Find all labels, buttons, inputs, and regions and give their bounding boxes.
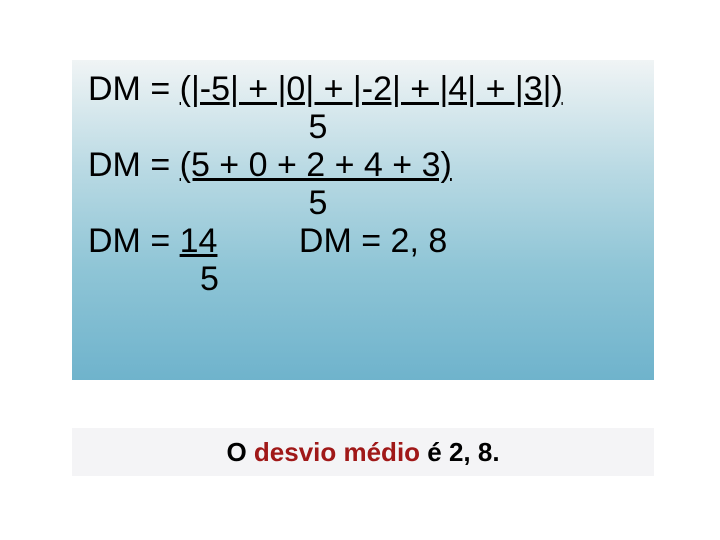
eq3-left-bottom: 5 [88, 260, 219, 298]
equation-line-3: DM = 14 5 DM = 2, 8 [88, 222, 638, 298]
equation-line-1-denominator: 5 [88, 108, 548, 146]
equation-line-2-numerator: DM = (5 + 0 + 2 + 4 + 3) [88, 146, 638, 184]
answer-prefix: O [226, 437, 253, 467]
answer-text: O desvio médio é 2, 8. [226, 437, 499, 468]
eq2-text: DM = (5 + 0 + 2 + 4 + 3) [88, 146, 452, 184]
eq3-left: DM = 14 5 [88, 222, 219, 298]
eq3-left-prefix: DM = [88, 222, 180, 260]
answer-suffix: é 2, 8. [420, 437, 500, 467]
calculation-box: DM = (|-5| + |0| + |-2| + |4| + |3|) 5 D… [72, 60, 654, 380]
eq3-left-top: DM = 14 [88, 222, 219, 260]
eq1-text: DM = (|-5| + |0| + |-2| + |4| + |3|) [88, 70, 563, 108]
eq3-right: DM = 2, 8 [299, 222, 447, 298]
equation-line-1-numerator: DM = (|-5| + |0| + |-2| + |4| + |3|) [88, 70, 638, 108]
equation-line-2-denominator: 5 [88, 184, 548, 222]
answer-highlight: desvio médio [254, 437, 420, 467]
eq3-left-num: 14 [180, 222, 218, 260]
answer-strip: O desvio médio é 2, 8. [72, 428, 654, 476]
eq1-numerator: (|-5| + |0| + |-2| + |4| + |3|) [180, 70, 563, 108]
eq2-numerator: (5 + 0 + 2 + 4 + 3) [180, 146, 452, 184]
